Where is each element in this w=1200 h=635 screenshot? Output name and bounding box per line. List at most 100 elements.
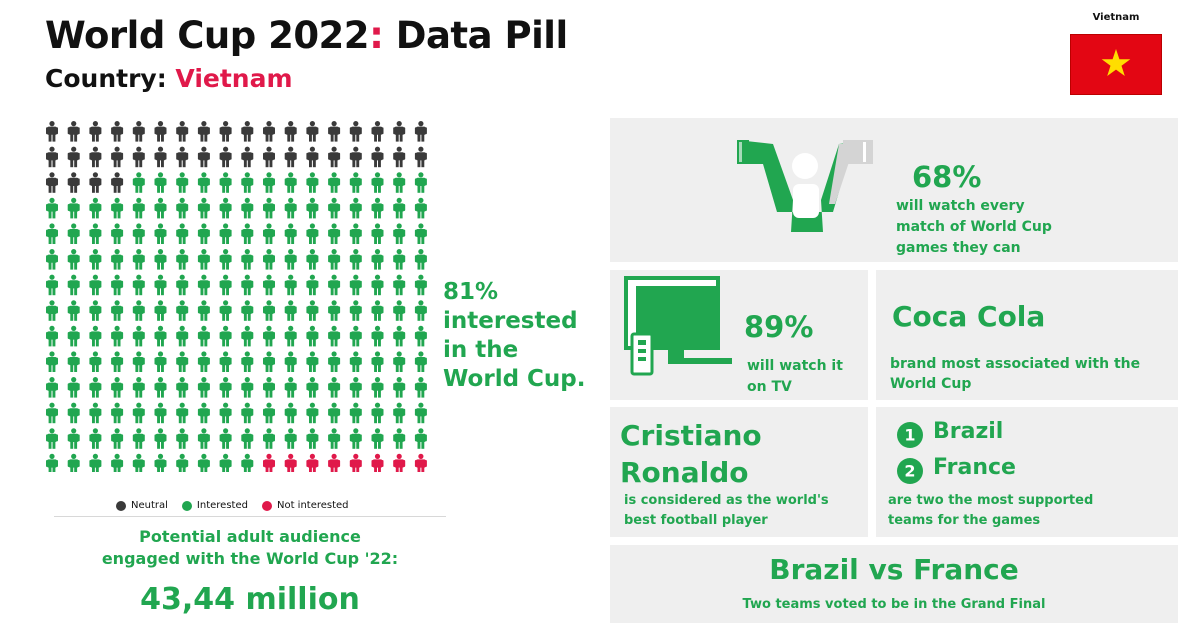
person-icon-interested [111, 428, 124, 449]
interested-line3: World Cup. [443, 366, 586, 392]
legend-item-interested: Interested [181, 500, 248, 511]
person-icon-interested [328, 197, 341, 219]
person-icon-interested [67, 377, 80, 398]
legend-dot-not-interested [261, 500, 272, 511]
person-icon-neutral [263, 121, 275, 142]
person-icon-interested [414, 300, 427, 321]
person-icon-interested [176, 223, 189, 244]
person-icon-interested [263, 223, 275, 244]
panel-watch-every: 68% will watch every match of World Cup … [610, 118, 1178, 262]
person-icon-interested [132, 377, 145, 398]
person-icon-not-interested [393, 453, 406, 472]
team-2-name: France [933, 455, 1016, 480]
person-icon-interested [132, 300, 145, 321]
person-icon-interested [414, 377, 427, 398]
audience-text: Potential adult audience engaged with th… [70, 526, 430, 570]
brand-line2: World Cup [890, 376, 972, 392]
person-icon-interested [414, 402, 427, 424]
person-icon-interested [328, 274, 341, 296]
person-icon-neutral [241, 146, 254, 168]
person-icon-interested [393, 351, 406, 372]
watch-every-line1: will watch every [896, 198, 1025, 214]
person-icon-interested [393, 377, 406, 398]
person-icon-interested [306, 274, 319, 296]
person-icon-interested [67, 402, 80, 424]
flag-label: Vietnam [1092, 12, 1140, 23]
person-icon-interested [328, 172, 341, 193]
person-icon-neutral [393, 146, 406, 168]
person-icon-interested [328, 402, 341, 424]
final-value: Brazil vs France [769, 553, 1019, 586]
person-icon-interested [393, 428, 406, 449]
watch-every-desc: will watch every match of World Cup game… [896, 196, 1052, 259]
person-icon-interested [132, 351, 145, 372]
person-icon-neutral [414, 146, 427, 168]
person-icon-neutral [132, 121, 145, 142]
person-icon-not-interested [306, 453, 319, 472]
person-icon-interested [349, 402, 362, 424]
person-icon-interested [132, 223, 145, 244]
person-icon-interested [111, 274, 124, 296]
person-icon-interested [89, 197, 102, 219]
person-icon-interested [284, 402, 297, 424]
person-icon-neutral [306, 121, 319, 142]
person-icon-neutral [349, 146, 362, 168]
person-icon-interested [46, 197, 58, 219]
person-icon-interested [154, 197, 167, 219]
person-icon-interested [197, 351, 210, 372]
person-icon-interested [241, 377, 254, 398]
person-icon-interested [132, 249, 145, 270]
person-icon-interested [67, 325, 80, 347]
person-icon-interested [197, 325, 210, 347]
person-icon-interested [89, 402, 102, 424]
person-icon-interested [371, 402, 384, 424]
title-main: World Cup 2022 [45, 14, 370, 57]
person-icon-interested [349, 172, 362, 193]
person-icon-interested [371, 351, 384, 372]
person-icon-interested [371, 377, 384, 398]
person-icon-interested [46, 428, 58, 449]
person-icon-interested [393, 300, 406, 321]
person-icon-neutral [89, 121, 102, 142]
person-icon-neutral [371, 121, 384, 142]
person-icon-interested [393, 172, 406, 193]
person-icon-interested [241, 351, 254, 372]
person-icon-interested [197, 197, 210, 219]
person-icon-not-interested [349, 453, 362, 472]
person-icon-interested [67, 428, 80, 449]
person-icon-interested [393, 223, 406, 244]
rank-1-number: 1 [904, 426, 915, 445]
person-icon-interested [263, 377, 275, 398]
rank-2-number: 2 [904, 462, 915, 481]
interested-line2: in the [443, 337, 519, 363]
person-icon-neutral [349, 121, 362, 142]
person-icon-interested [176, 249, 189, 270]
tv-value: 89% [744, 310, 814, 344]
person-icon-interested [241, 325, 254, 347]
person-icon-interested [263, 197, 275, 219]
person-icon-interested [349, 274, 362, 296]
person-icon-interested [46, 377, 58, 398]
legend-dot-interested [181, 500, 192, 511]
person-icon-interested [306, 300, 319, 321]
player-name: Cristiano Ronaldo [620, 417, 762, 491]
person-icon-interested [284, 351, 297, 372]
person-icon-interested [46, 453, 58, 472]
person-icon-interested [46, 249, 58, 270]
page-title: World Cup 2022: Data Pill [45, 14, 568, 57]
person-icon-not-interested [284, 453, 297, 472]
person-icon-interested [263, 325, 275, 347]
person-icon-interested [219, 377, 232, 398]
person-icon-interested [371, 274, 384, 296]
person-icon-interested [111, 377, 124, 398]
person-icon-neutral [89, 146, 102, 168]
watch-every-value: 68% [912, 160, 982, 194]
person-icon-interested [414, 274, 427, 296]
person-icon-interested [176, 428, 189, 449]
player-name-line2: Ronaldo [620, 456, 749, 489]
person-icon-neutral [67, 121, 80, 142]
person-icon-interested [241, 453, 254, 472]
teams-desc: are two the most supported teams for the… [888, 491, 1093, 531]
person-icon-interested [89, 453, 102, 472]
person-icon-interested [219, 249, 232, 270]
